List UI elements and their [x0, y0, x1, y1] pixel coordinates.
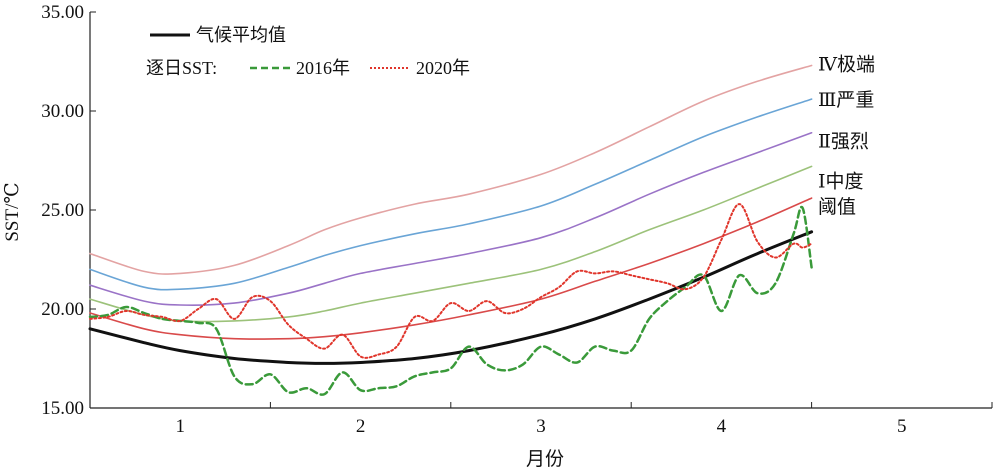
legend-2016-label: 2016年 [296, 58, 350, 78]
series-line-阈值 [89, 197, 813, 340]
band-label: Ⅲ严重 [818, 89, 874, 111]
legend-2020-label: 2020年 [416, 58, 470, 78]
y-tick-label: 30.00 [41, 101, 84, 122]
series-line-II强烈 [89, 132, 813, 306]
x-tick-label: 1 [175, 416, 185, 437]
band-label: Ⅱ强烈 [818, 131, 869, 153]
legend: 气候平均值 逐日SST: 2016年 2020年 [146, 25, 470, 78]
legend-daily-prefix: 逐日SST: [146, 58, 217, 78]
x-tick-label: 4 [717, 416, 727, 437]
y-axis-label: SST/℃ [2, 182, 23, 241]
band-label: Ⅳ极端 [818, 53, 875, 75]
series-line-2020年 [89, 203, 813, 359]
series-line-气候平均值 [88, 230, 814, 365]
x-tick-label: 2 [356, 416, 366, 437]
series-line-2016年 [88, 205, 813, 396]
series-layer [88, 64, 814, 396]
band-label: 阈值 [818, 196, 856, 218]
y-tick-label: 25.00 [41, 200, 84, 221]
y-tick-label: 15.00 [41, 398, 84, 419]
y-tick-label: 20.00 [41, 299, 84, 320]
y-tick-label: 35.00 [41, 2, 84, 23]
x-tick-label: 5 [897, 416, 907, 437]
x-axis-label: 月份 [526, 448, 564, 470]
band-label: Ⅰ中度 [818, 170, 864, 192]
series-line-III严重 [89, 98, 813, 291]
legend-climatology-label: 气候平均值 [196, 25, 286, 45]
x-tick-label: 3 [536, 416, 546, 437]
series-line-IV极端 [89, 64, 813, 275]
axes: 15.00 20.00 25.00 30.00 35.00 1 2 3 4 5 [41, 2, 993, 437]
